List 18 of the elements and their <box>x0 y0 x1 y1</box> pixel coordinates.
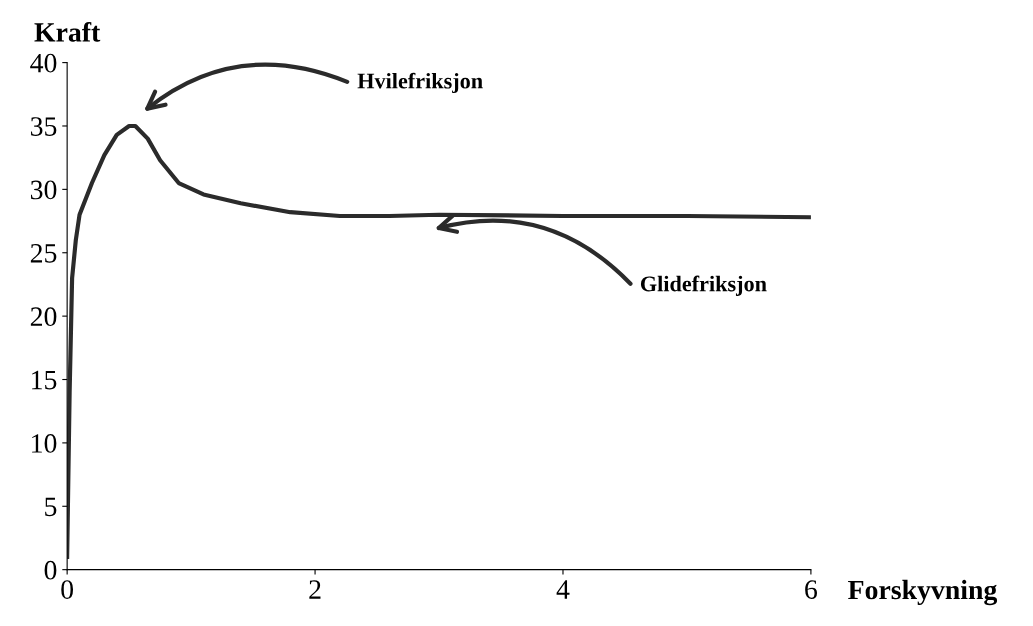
y-tick-label: 0 <box>44 560 57 580</box>
line-series <box>67 123 811 560</box>
x-tick-label: 0 <box>61 580 74 599</box>
x-axis-title: Forskyvning <box>848 579 998 606</box>
y-tick-label: 25 <box>30 243 57 263</box>
y-tick-label: 40 <box>30 53 57 73</box>
y-tick-label: 35 <box>30 117 57 136</box>
x-tick-label: 4 <box>556 580 570 599</box>
y-tick-label: 15 <box>32 370 57 390</box>
y-tick-label: 20 <box>30 307 57 327</box>
annotation: Hvilefriksjon <box>357 72 483 94</box>
x-tick-label: 6 <box>805 580 818 599</box>
y-tick-label: 30 <box>30 180 57 200</box>
y-tick-label: 5 <box>45 497 57 517</box>
y-tick-label: 10 <box>32 434 57 453</box>
y-axis-title: Kraft <box>34 21 101 42</box>
annotation: Glidefriksjon <box>640 275 767 296</box>
x-tick-label: 2 <box>309 580 321 599</box>
